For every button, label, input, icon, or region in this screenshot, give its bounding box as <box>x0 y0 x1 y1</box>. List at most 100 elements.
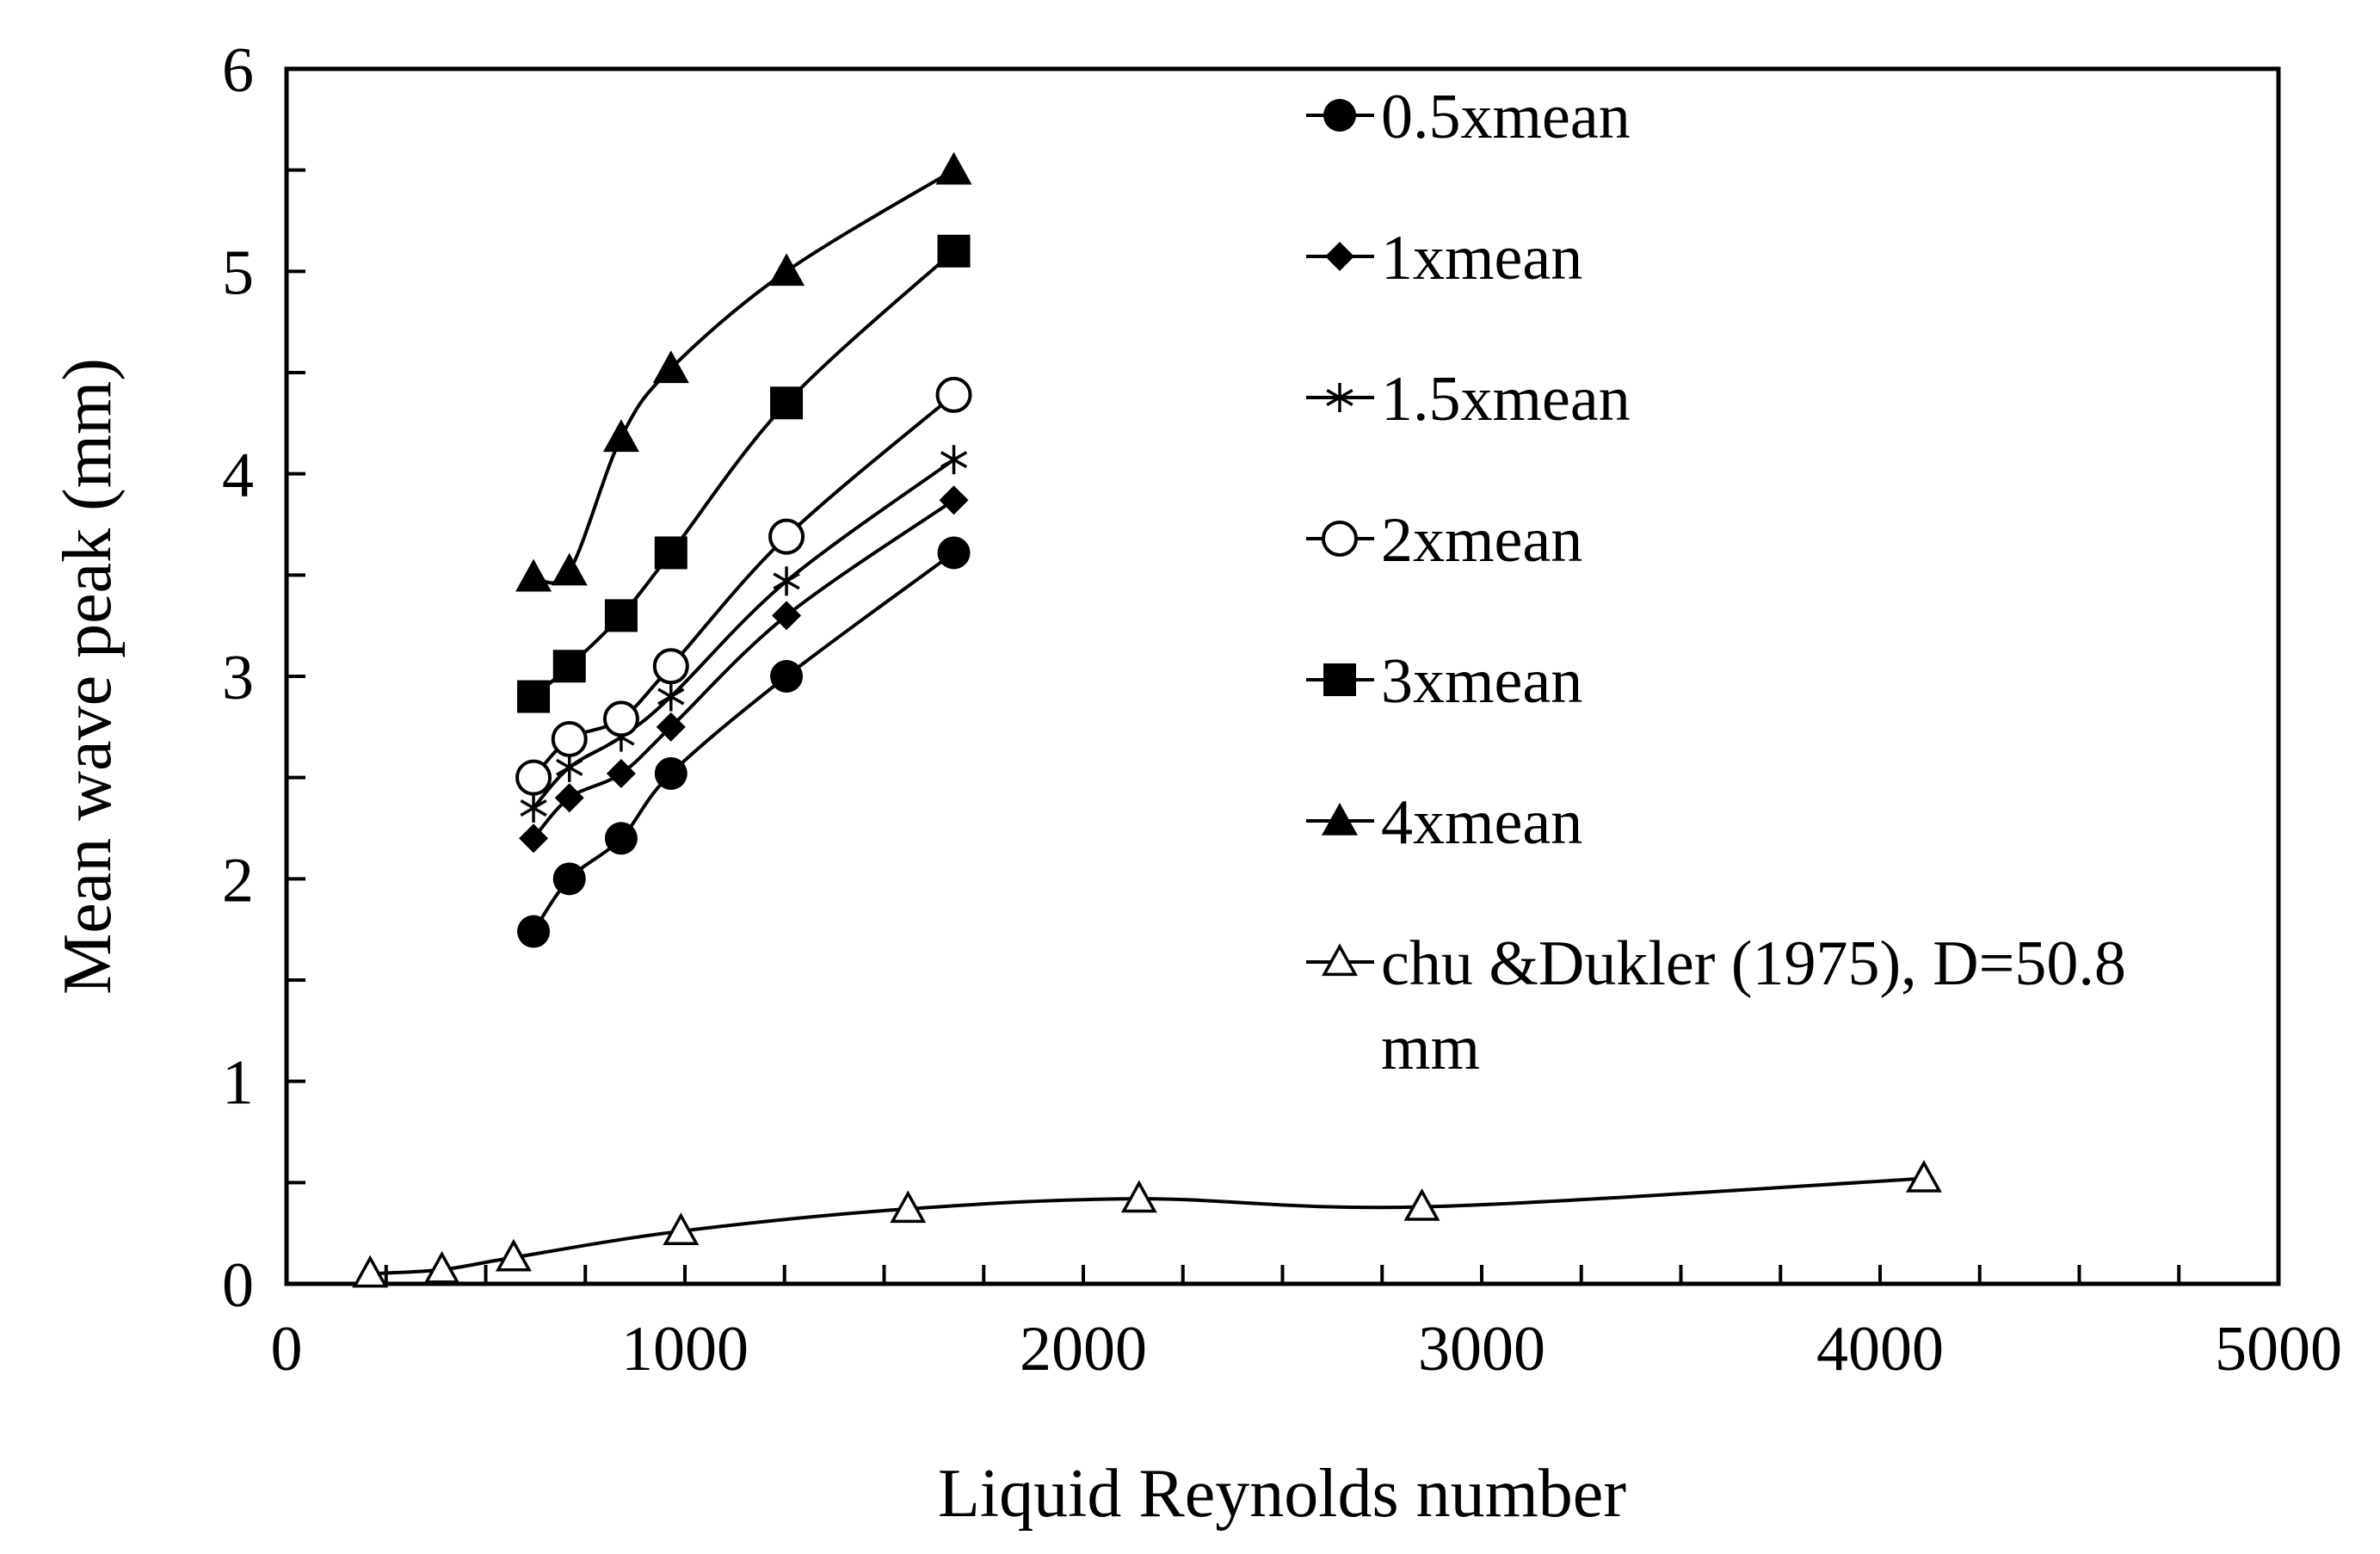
legend-label-line: mm <box>1381 1013 1480 1083</box>
legend-label: 0.5xmean <box>1381 82 1631 152</box>
x-tick-label: 4000 <box>1816 1314 1944 1384</box>
data-point <box>551 720 588 757</box>
data-point <box>517 680 551 713</box>
data-point <box>515 558 552 592</box>
data-point <box>519 823 549 854</box>
y-tick-label: 4 <box>222 441 254 511</box>
series-6 <box>352 1160 1942 1288</box>
x-tick-label: 1000 <box>621 1314 749 1384</box>
series-line <box>370 1176 1925 1276</box>
series-2 <box>520 445 968 823</box>
x-axis-title: Liquid Reynolds number <box>938 1456 1626 1532</box>
data-point <box>517 915 551 948</box>
series-4 <box>517 234 971 713</box>
y-axis-title: Mean wave peak (mm) <box>50 358 126 995</box>
series-1 <box>519 485 969 854</box>
data-point <box>551 552 588 586</box>
y-tick-label: 2 <box>222 845 254 916</box>
y-tick-label: 5 <box>222 237 254 308</box>
asterisk-stroke <box>940 451 968 469</box>
legend-label: 4xmean <box>1381 787 1582 858</box>
y-tick-label: 0 <box>222 1250 254 1321</box>
data-point <box>554 783 584 813</box>
series-line <box>532 250 955 699</box>
y-tick-label: 3 <box>222 643 254 713</box>
data-point <box>423 1250 460 1284</box>
data-point <box>937 234 971 268</box>
data-point <box>773 566 800 596</box>
data-point <box>1403 1187 1440 1221</box>
asterisk-stroke <box>773 572 800 590</box>
data-point <box>602 419 639 453</box>
legend-entry: 1xmean <box>1306 223 1582 293</box>
data-point <box>935 151 972 185</box>
data-point <box>654 756 687 790</box>
data-point <box>770 660 804 693</box>
data-point <box>602 700 639 737</box>
data-point <box>552 650 586 683</box>
legend-marker <box>1323 663 1356 696</box>
data-point <box>768 253 805 287</box>
legend-marker <box>1323 99 1356 132</box>
asterisk-stroke <box>1326 388 1353 407</box>
legend-entry: 3xmean <box>1306 646 1582 717</box>
data-point <box>352 1255 389 1288</box>
series-layer <box>352 151 1942 1288</box>
data-point <box>652 648 689 685</box>
data-point <box>940 445 968 475</box>
x-tick-label: 3000 <box>1418 1314 1545 1384</box>
legend-marker <box>1322 943 1358 977</box>
asterisk-stroke <box>556 758 583 776</box>
series-line <box>533 168 955 585</box>
x-tick-label: 2000 <box>1020 1314 1147 1384</box>
series-line <box>532 551 955 933</box>
data-point <box>656 712 686 742</box>
legend: 0.5xmean 1xmean 1.5xmean 2xmean 3xmean 4xmean… <box>1306 82 2126 1083</box>
data-point <box>1905 1160 1942 1193</box>
data-point <box>654 536 687 570</box>
legend-entry: 2xmean <box>1306 505 1582 576</box>
data-point <box>939 485 969 515</box>
legend-marker <box>1322 521 1358 557</box>
y-tick-label: 6 <box>222 35 254 106</box>
axis-ticks: 0 1000 2000 3000 4000 5000 0 1 2 3 4 5 6 <box>222 35 2342 1384</box>
legend-label: 1xmean <box>1381 223 1582 293</box>
data-point <box>772 601 802 631</box>
data-point <box>1120 1180 1157 1213</box>
legend-label: 2xmean <box>1381 505 1582 576</box>
series-line <box>532 498 955 840</box>
legend-entry: 4xmean <box>1306 787 1582 858</box>
data-point <box>657 681 685 712</box>
data-point <box>890 1190 927 1224</box>
legend-marker <box>1322 803 1358 836</box>
data-point <box>604 599 638 632</box>
legend-entry: chu &Dukler (1975), D=50.8 mm <box>1306 928 2126 1083</box>
data-point <box>515 759 552 796</box>
data-point <box>495 1238 532 1272</box>
data-point <box>935 376 972 413</box>
data-point <box>556 752 583 782</box>
series-0 <box>517 536 971 948</box>
legend-label-line: chu &Dukler (1975), D=50.8 <box>1381 928 2126 999</box>
series-line <box>532 458 955 810</box>
asterisk-stroke <box>657 688 685 706</box>
legend-marker <box>1326 383 1353 412</box>
data-point <box>768 518 805 555</box>
data-point <box>520 792 547 823</box>
series-5 <box>515 151 972 592</box>
legend-entry: 1.5xmean <box>1306 364 1631 435</box>
data-point <box>606 758 636 788</box>
legend-label: 3xmean <box>1381 646 1582 717</box>
data-point <box>663 1212 700 1245</box>
data-point <box>652 350 689 384</box>
data-point <box>604 822 638 855</box>
legend-entry: 0.5xmean <box>1306 82 1631 152</box>
data-point <box>552 862 586 896</box>
x-tick-label: 5000 <box>2215 1314 2342 1384</box>
legend-marker <box>1325 242 1354 271</box>
data-point <box>770 386 804 420</box>
legend-label: chu &Dukler (1975), D=50.8 mm <box>1381 928 2126 1083</box>
x-tick-label: 0 <box>271 1314 303 1384</box>
series-3 <box>515 376 972 796</box>
